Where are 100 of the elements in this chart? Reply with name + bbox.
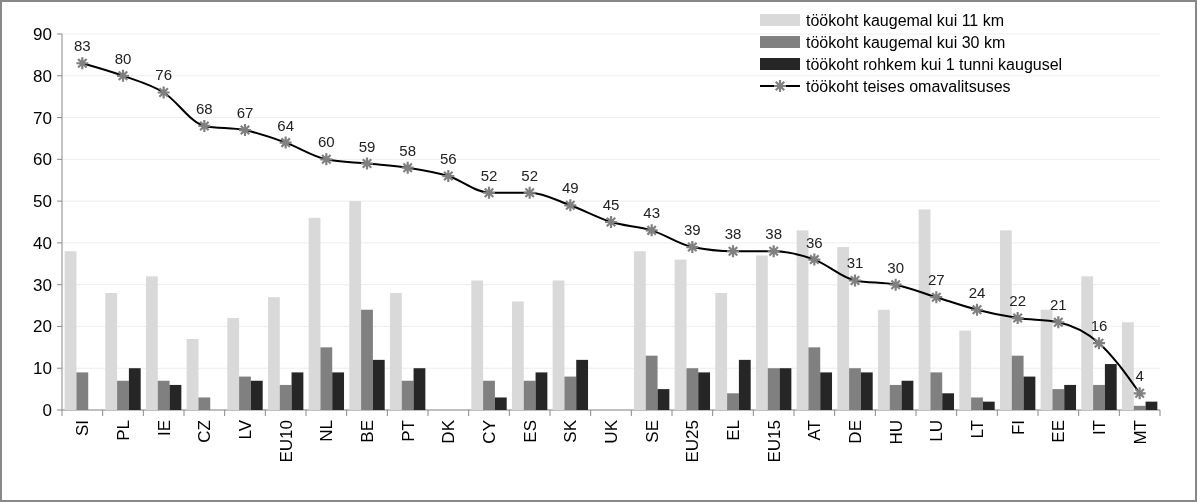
- bar: [942, 393, 955, 410]
- bar: [1064, 384, 1077, 410]
- data-label: 39: [683, 221, 701, 239]
- data-label: 76: [155, 66, 173, 84]
- bar: [860, 372, 873, 410]
- x-tick-label: DK: [439, 419, 459, 444]
- bar: [698, 372, 711, 410]
- x-tick-label: EU10: [276, 420, 296, 463]
- x-tick-label: SE: [642, 420, 662, 443]
- x-tick-label: CY: [479, 420, 499, 444]
- x-tick-label: IT: [1089, 420, 1109, 436]
- data-label: 67: [236, 104, 254, 122]
- bar: [959, 330, 972, 410]
- bar: [308, 217, 321, 410]
- data-label: 52: [521, 166, 539, 184]
- x-tick-label: CZ: [195, 420, 215, 443]
- legend-label: töökoht teises omavalitsuses: [806, 77, 1011, 95]
- data-label: 38: [765, 225, 783, 243]
- bar: [755, 255, 768, 410]
- bar: [128, 368, 141, 410]
- data-label: 60: [317, 133, 335, 151]
- y-tick-label: 10: [33, 359, 52, 379]
- data-label: 68: [195, 99, 213, 117]
- x-tick-label: UK: [601, 419, 621, 444]
- bar: [535, 372, 548, 410]
- x-tick-label: BE: [357, 420, 377, 443]
- bar: [1104, 364, 1117, 410]
- data-label: 83: [73, 37, 91, 55]
- x-tick-label: NL: [317, 420, 337, 442]
- x-tick-label: DE: [845, 420, 865, 444]
- bar: [1040, 309, 1053, 410]
- x-tick-label: LV: [235, 419, 255, 440]
- bar: [372, 359, 385, 410]
- data-label: 22: [1009, 292, 1027, 310]
- bar: [715, 293, 728, 410]
- x-tick-label: LU: [927, 420, 947, 442]
- x-tick-label: HU: [886, 420, 906, 445]
- y-tick-label: 80: [33, 66, 52, 86]
- legend-label: töökoht kaugemal kui 11 km: [806, 11, 1005, 29]
- y-tick-label: 40: [33, 233, 52, 253]
- bar: [901, 380, 914, 410]
- data-label: 24: [968, 283, 986, 301]
- data-label: 31: [846, 254, 864, 272]
- data-label: 4: [1135, 367, 1144, 385]
- x-tick-label: EU25: [683, 420, 703, 463]
- data-label: 21: [1049, 296, 1067, 314]
- bar: [633, 251, 646, 410]
- y-tick-label: 50: [33, 192, 52, 212]
- legend-label: töökoht kaugemal kui 30 km: [806, 33, 1006, 51]
- bar: [738, 359, 751, 410]
- data-label: 30: [887, 258, 905, 276]
- bar: [186, 338, 199, 410]
- bar: [1081, 276, 1094, 410]
- bar: [1121, 322, 1134, 410]
- bar: [877, 309, 890, 410]
- data-label: 52: [480, 166, 498, 184]
- bar: [471, 280, 484, 410]
- legend-label: töökoht rohkem kui 1 tunni kaugusel: [806, 55, 1063, 73]
- bar: [291, 372, 304, 410]
- bar: [999, 230, 1012, 410]
- x-tick-label: PL: [113, 420, 133, 441]
- data-label: 38: [724, 225, 742, 243]
- data-label: 80: [114, 49, 132, 67]
- bar: [494, 397, 507, 410]
- y-tick-label: 30: [33, 275, 52, 295]
- x-tick-label: SK: [561, 419, 581, 443]
- bar: [227, 318, 240, 410]
- bar: [1023, 376, 1036, 410]
- x-tick-label: AT: [805, 420, 825, 441]
- bar: [389, 293, 402, 410]
- y-tick-label: 90: [33, 24, 52, 44]
- data-label: 45: [602, 196, 620, 213]
- bar: [267, 297, 280, 410]
- data-label: 43: [643, 204, 661, 222]
- x-tick-label: PT: [398, 420, 418, 442]
- data-label: 36: [805, 233, 823, 251]
- bar: [674, 259, 687, 410]
- x-tick-label: FI: [1008, 420, 1028, 436]
- data-label: 49: [561, 179, 579, 197]
- data-label: 58: [399, 141, 417, 159]
- bar: [657, 389, 670, 410]
- data-label: 56: [439, 150, 457, 168]
- bar: [552, 280, 565, 410]
- x-tick-label: ES: [520, 420, 540, 443]
- x-tick-label: EL: [723, 420, 743, 441]
- x-tick-label: EU15: [764, 420, 784, 463]
- y-tick-label: 70: [33, 108, 52, 128]
- x-tick-label: IE: [154, 420, 174, 437]
- y-tick-label: 20: [33, 317, 52, 337]
- bar: [250, 380, 263, 410]
- bar: [576, 359, 589, 410]
- x-tick-label: MT: [1130, 420, 1150, 445]
- bar: [169, 384, 182, 410]
- data-label: 64: [277, 116, 295, 134]
- data-label: 27: [927, 271, 945, 289]
- bar: [982, 401, 995, 410]
- bar: [332, 372, 345, 410]
- x-tick-label: SI: [73, 420, 93, 437]
- bar: [413, 368, 426, 410]
- bar: [105, 293, 118, 410]
